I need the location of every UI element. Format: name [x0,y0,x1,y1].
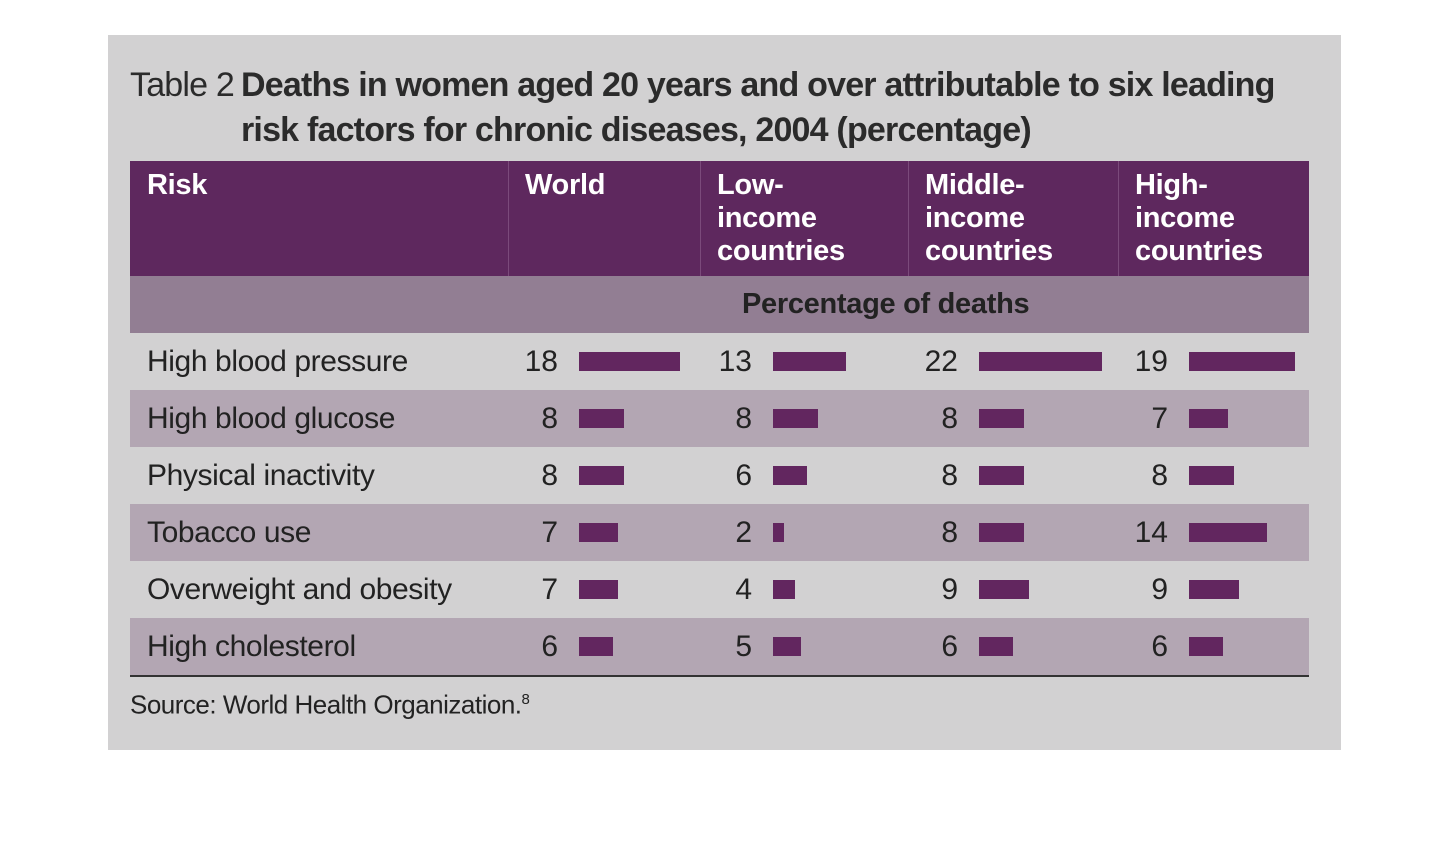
value-label: 8 [941,459,958,492]
table-row: High blood pressure 18 13 22 19 [130,333,1309,390]
risk-label: Physical inactivity [147,459,375,492]
header-divider [908,161,909,276]
value-bar [579,637,613,656]
header-world: World [525,169,606,201]
header-divider [508,161,509,276]
risk-label: Tobacco use [147,516,312,549]
value-bar [1189,352,1295,371]
value-label: 8 [941,402,958,435]
value-bar [773,580,795,599]
table-header: Risk World Low-income countries Middle-i… [130,161,1309,276]
value-bar [773,409,818,428]
table-number: Table 2 [130,66,235,104]
value-bar [579,409,624,428]
risk-label: High cholesterol [147,630,356,663]
value-bar [979,523,1024,542]
table-bottom-rule [130,675,1309,677]
value-label: 8 [941,516,958,549]
value-bar [979,637,1013,656]
value-label: 5 [735,630,752,663]
source-note: Source: World Health Organization.8 [130,683,530,722]
value-label: 8 [541,459,558,492]
value-bar [773,523,784,542]
value-bar [773,637,801,656]
value-bar [579,352,680,371]
value-label: 14 [1134,516,1168,549]
table-row: High cholesterol 6 5 6 6 [130,618,1309,675]
value-bar [1189,409,1228,428]
value-label: 9 [941,573,958,606]
value-label: 9 [1151,573,1168,606]
source-footnote: 8 [521,691,530,708]
value-label: 4 [735,573,752,606]
value-label: 13 [718,345,752,378]
header-low-income: Low-income countries [717,169,845,267]
header-divider [700,161,701,276]
value-label: 18 [524,345,558,378]
table-panel: Table 2 Deaths in women aged 20 years an… [108,35,1341,750]
risk-label: High blood glucose [147,402,395,435]
value-bar [1189,580,1239,599]
table-subheader: Percentage of deaths [130,276,1309,333]
table-title-text: Deaths in women aged 20 years and over a… [241,66,1275,149]
value-label: 6 [735,459,752,492]
value-label: 8 [735,402,752,435]
value-bar [979,580,1029,599]
value-bar [979,466,1024,485]
value-label: 7 [1151,402,1168,435]
table-row: High blood glucose 8 8 8 7 [130,390,1309,447]
value-label: 7 [541,516,558,549]
subheader-label: Percentage of deaths [742,288,1030,320]
source-text: Source: World Health Organization. [130,689,522,720]
table-title: Table 2 Deaths in women aged 20 years an… [130,63,1320,153]
header-high-income: High-income countries [1135,169,1263,267]
value-label: 6 [1151,630,1168,663]
value-bar [579,580,618,599]
header-middle-income: Middle-income countries [925,169,1053,267]
value-label: 19 [1134,345,1168,378]
value-label: 7 [541,573,558,606]
header-divider [1118,161,1119,276]
table-row: Physical inactivity 8 6 8 8 [130,447,1309,504]
value-label: 22 [924,345,958,378]
value-bar [979,409,1024,428]
table-row: Overweight and obesity 7 4 9 9 [130,561,1309,618]
value-label: 2 [735,516,752,549]
risk-label: Overweight and obesity [147,573,452,606]
value-bar [773,466,807,485]
risk-label: High blood pressure [147,345,408,378]
value-bar [1189,466,1234,485]
value-bar [1189,523,1267,542]
value-bar [579,466,624,485]
value-label: 6 [541,630,558,663]
table-row: Tobacco use 7 2 8 14 [130,504,1309,561]
header-risk: Risk [147,169,208,201]
value-bar [579,523,618,542]
value-label: 8 [1151,459,1168,492]
value-bar [979,352,1102,371]
value-label: 8 [541,402,558,435]
value-bar [1189,637,1223,656]
value-bar [773,352,846,371]
value-label: 6 [941,630,958,663]
